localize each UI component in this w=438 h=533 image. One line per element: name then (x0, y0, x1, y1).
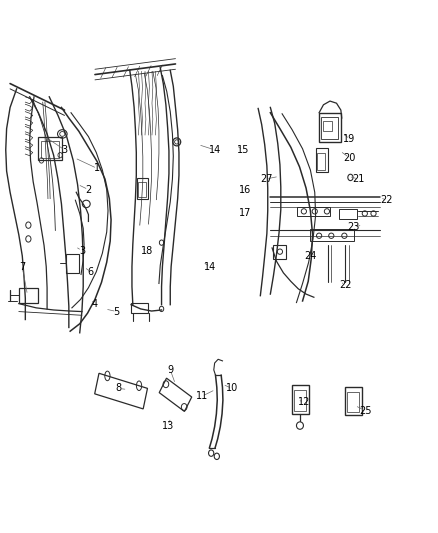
Text: 12: 12 (298, 397, 310, 407)
Bar (322, 120, 332, 131)
Text: 17: 17 (239, 208, 251, 219)
Text: 22: 22 (380, 195, 393, 205)
Text: 25: 25 (359, 406, 371, 416)
Text: 21: 21 (352, 174, 364, 184)
Bar (321, 117, 338, 139)
Text: 24: 24 (304, 251, 317, 261)
Text: 14: 14 (208, 145, 221, 155)
Text: 9: 9 (167, 365, 173, 375)
Text: 11: 11 (195, 391, 208, 401)
Bar (318, 153, 325, 170)
Bar (345, 387, 362, 415)
Text: 5: 5 (113, 306, 120, 317)
Bar (66, 254, 79, 273)
Bar (273, 245, 286, 259)
Text: 3: 3 (79, 246, 85, 256)
Bar (294, 390, 306, 411)
Text: 2: 2 (85, 184, 92, 195)
Bar (319, 113, 341, 142)
Bar (19, 288, 39, 303)
Text: 14: 14 (204, 262, 216, 271)
Bar (41, 141, 59, 158)
Text: 1: 1 (94, 164, 100, 173)
Text: 13: 13 (162, 421, 174, 431)
Text: 3: 3 (61, 145, 67, 155)
Text: 27: 27 (260, 174, 272, 184)
Text: 16: 16 (239, 184, 251, 195)
Bar (339, 209, 357, 219)
Bar (39, 136, 62, 160)
Bar (292, 385, 309, 414)
Bar (347, 392, 359, 413)
Text: 18: 18 (141, 246, 153, 256)
Bar (316, 148, 328, 172)
Text: 7: 7 (19, 262, 25, 271)
Bar (297, 207, 330, 216)
Text: 19: 19 (343, 134, 356, 144)
Text: 22: 22 (339, 280, 351, 290)
Text: 8: 8 (116, 383, 122, 393)
Text: 6: 6 (88, 267, 94, 277)
Bar (138, 182, 146, 197)
Text: 4: 4 (92, 298, 98, 309)
Bar (131, 303, 148, 313)
Text: 23: 23 (348, 222, 360, 232)
Text: 15: 15 (237, 145, 249, 155)
Text: 10: 10 (226, 383, 238, 393)
Text: 20: 20 (343, 153, 356, 163)
Bar (311, 229, 354, 241)
Bar (137, 179, 148, 199)
